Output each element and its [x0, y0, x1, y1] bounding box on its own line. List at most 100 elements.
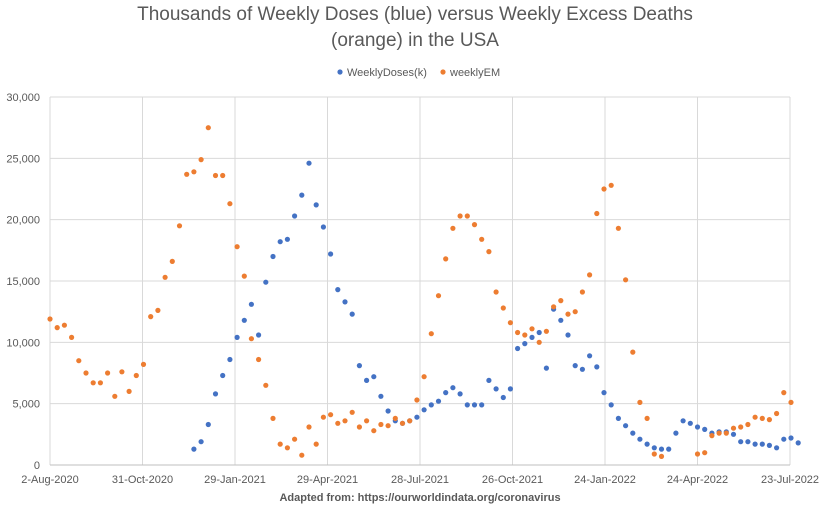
data-point — [464, 402, 470, 408]
data-point — [615, 415, 622, 421]
data-point — [572, 309, 578, 315]
data-point — [745, 439, 751, 445]
data-point — [335, 287, 341, 293]
data-point — [69, 334, 75, 340]
data-point — [241, 317, 247, 323]
data-point — [702, 450, 708, 456]
data-point — [738, 439, 744, 445]
data-point — [536, 329, 542, 336]
data-point — [694, 451, 701, 457]
data-point — [385, 423, 391, 429]
data-point — [781, 390, 787, 396]
data-point — [507, 386, 513, 392]
data-point — [486, 249, 492, 255]
data-point — [587, 272, 593, 278]
grid-lines — [49, 96, 791, 465]
data-point — [133, 372, 139, 379]
data-point — [658, 446, 665, 452]
data-point — [378, 393, 384, 399]
data-point — [471, 402, 478, 408]
data-point — [421, 374, 427, 380]
data-point — [658, 453, 665, 459]
y-tick-label: 15,000 — [6, 276, 40, 288]
data-point — [623, 423, 629, 429]
data-point — [601, 390, 607, 396]
data-point — [766, 442, 773, 448]
data-point — [788, 435, 794, 441]
data-point — [601, 186, 607, 192]
data-point — [493, 289, 499, 295]
data-point — [169, 258, 175, 264]
data-point — [76, 358, 82, 364]
data-point — [594, 210, 600, 217]
data-point — [356, 363, 362, 369]
data-point — [443, 256, 449, 262]
data-point — [644, 415, 650, 421]
data-point — [313, 441, 319, 447]
data-point — [61, 322, 67, 328]
data-point — [608, 182, 614, 188]
data-point — [428, 331, 434, 337]
data-point — [212, 391, 219, 397]
x-tick-label: 24-Apr-2022 — [667, 474, 728, 486]
x-tick-label: 23-Jul-2022 — [761, 474, 819, 486]
data-point — [241, 273, 247, 279]
data-point — [364, 377, 370, 383]
y-tick-label: 25,000 — [6, 153, 40, 165]
data-point — [364, 418, 370, 424]
legend-marker-em — [440, 69, 446, 75]
data-point — [119, 369, 125, 375]
data-point — [500, 394, 506, 401]
chart-legend: WeeklyDoses(k) weeklyEM — [337, 67, 500, 79]
data-point — [47, 316, 53, 322]
data-point — [637, 399, 643, 405]
data-point — [579, 366, 586, 372]
data-point — [529, 326, 535, 332]
data-points — [47, 125, 801, 459]
data-point — [572, 363, 578, 369]
data-point — [788, 399, 794, 405]
data-point — [90, 380, 96, 386]
x-tick-label: 26-Oct-2021 — [482, 474, 543, 486]
data-point — [191, 169, 197, 175]
data-point — [457, 213, 463, 219]
data-point — [284, 445, 290, 451]
data-point — [313, 202, 319, 208]
data-point — [349, 409, 355, 415]
data-point — [97, 380, 103, 386]
data-point — [220, 172, 226, 179]
data-point — [248, 301, 254, 307]
x-tick-label: 24-Jan-2022 — [574, 474, 636, 486]
data-point — [407, 418, 413, 424]
data-point — [349, 311, 355, 317]
data-point — [637, 436, 643, 442]
data-point — [263, 279, 269, 285]
data-point — [766, 417, 773, 423]
data-point — [356, 424, 362, 430]
data-point — [479, 402, 485, 408]
data-point — [500, 305, 506, 311]
data-point — [148, 314, 154, 320]
data-point — [457, 391, 463, 397]
data-point — [205, 125, 211, 131]
data-point — [558, 317, 564, 323]
data-point — [227, 201, 233, 207]
data-point — [443, 390, 449, 396]
data-point — [759, 441, 765, 447]
data-point — [320, 414, 326, 420]
data-point — [371, 374, 377, 380]
series-weekly-doses — [191, 160, 801, 452]
y-tick-label: 5,000 — [12, 399, 40, 411]
data-point — [428, 402, 434, 408]
data-point — [774, 445, 780, 451]
data-point — [342, 418, 348, 424]
x-tick-label: 28-Jul-2021 — [391, 474, 449, 486]
data-point — [702, 426, 708, 432]
data-point — [256, 332, 262, 338]
data-point — [759, 415, 765, 421]
data-point — [565, 332, 571, 338]
data-point — [543, 328, 550, 334]
data-point — [140, 361, 147, 367]
data-point — [162, 274, 168, 280]
